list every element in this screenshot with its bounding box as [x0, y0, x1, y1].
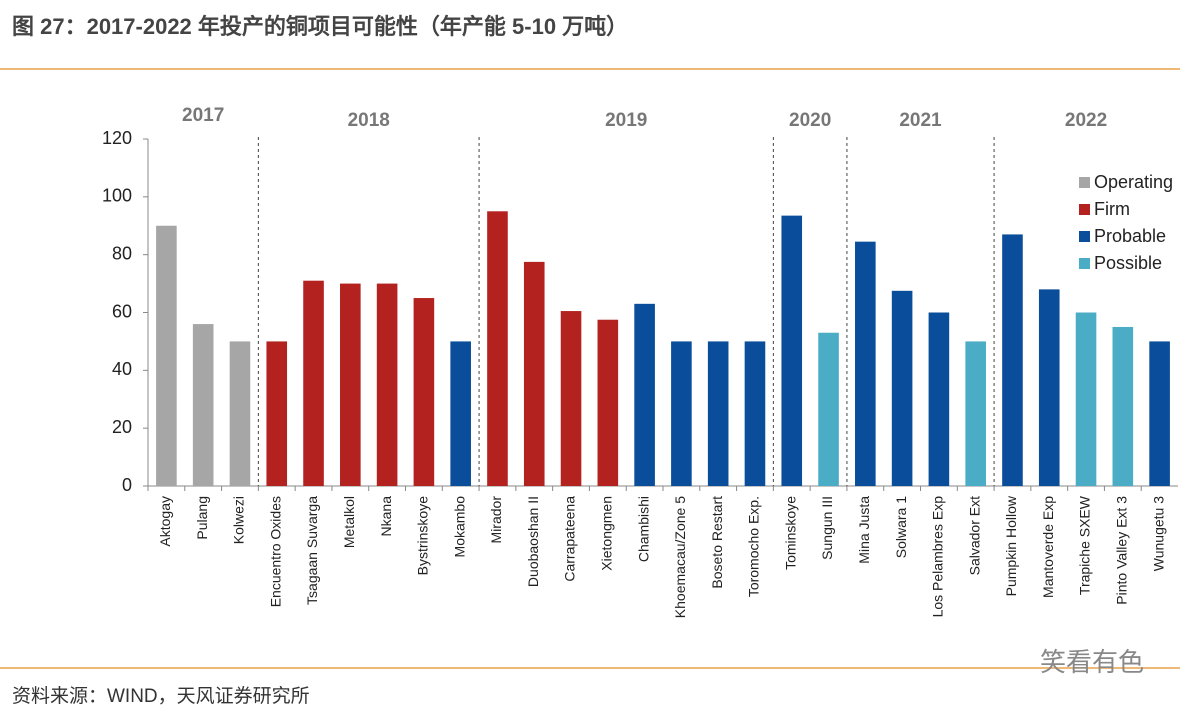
bar: [818, 332, 839, 486]
x-tick-label: Tominskoye: [782, 496, 798, 570]
y-tick-label: 80: [112, 243, 132, 263]
y-tick-label: 60: [112, 301, 132, 321]
group-label: 2020: [789, 110, 831, 131]
group-label: 2019: [605, 110, 647, 131]
group-label: 2022: [1065, 110, 1107, 131]
x-tick-label: Mantoverde Exp: [1040, 496, 1056, 598]
group-label: 2017: [182, 105, 224, 126]
bar: [523, 261, 545, 486]
legend-label: Operating: [1094, 172, 1173, 192]
legend-swatch: [1079, 231, 1090, 242]
x-tick-label: Toromocho Exp.: [746, 496, 762, 597]
legend-label: Firm: [1094, 199, 1130, 219]
x-tick-label: Kolwezi: [231, 496, 247, 544]
x-tick-label: Pulang: [194, 496, 210, 540]
legend-label: Probable: [1094, 226, 1166, 246]
bar: [1149, 341, 1170, 486]
x-tick-label: Khoemacau/Zone 5: [672, 496, 688, 618]
x-tick-label: Nkana: [378, 496, 394, 537]
bar: [855, 241, 876, 486]
y-tick-label: 20: [112, 417, 132, 437]
bar: [376, 283, 398, 486]
x-tick-label: Pumpkin Hollow: [1003, 495, 1019, 596]
bar: [965, 341, 986, 486]
watermark: 笑看有色: [1040, 647, 1144, 677]
group-label: 2021: [899, 110, 942, 131]
x-tick-label: Encuentro Oxides: [267, 496, 283, 607]
x-tick-label: Xietongmen: [599, 496, 615, 571]
bar: [156, 225, 177, 486]
bar: [450, 341, 471, 486]
x-tick-label: Trapiche SXEW: [1077, 495, 1093, 595]
legend-label: Possible: [1094, 253, 1162, 273]
bar: [1112, 326, 1134, 486]
x-tick-label: Sungun III: [819, 496, 835, 560]
bar: [229, 341, 251, 486]
y-tick-label: 100: [102, 186, 132, 206]
y-tick-label: 0: [122, 475, 132, 495]
x-tick-label: Tsagaan Suvarga: [304, 496, 320, 605]
bar: [671, 341, 692, 486]
bar: [303, 280, 324, 486]
x-tick-label: Aktogay: [157, 496, 173, 547]
x-tick-label: Mirador: [488, 496, 504, 544]
legend-swatch: [1079, 258, 1090, 269]
x-tick-label: Boseto Restart: [709, 496, 725, 589]
source: 资料来源：WIND，天风证券研究所: [12, 685, 310, 707]
x-tick-label: Mina Justa: [856, 496, 872, 564]
x-tick-label: Pinto Valley Ext 3: [1114, 496, 1130, 605]
x-tick-label: Los Pelambres Exp: [930, 496, 946, 618]
bar: [560, 311, 582, 486]
legend-swatch: [1079, 204, 1090, 215]
x-tick-label: Chambishi: [635, 496, 651, 562]
x-tick-label: Solwara 1: [893, 496, 909, 558]
x-tick-label: Duobaoshan II: [525, 496, 541, 587]
page-title: 图 27：2017-2022 年投产的铜项目可能性（年产能 5-10 万吨）: [12, 14, 628, 39]
bar: [340, 283, 361, 486]
group-label: 2018: [348, 110, 390, 131]
bar: [744, 341, 766, 486]
x-tick-label: Bystrinskoye: [415, 496, 431, 576]
bar: [707, 341, 729, 486]
bar: [1002, 234, 1023, 486]
bar: [487, 211, 508, 486]
bar: [891, 290, 913, 486]
y-tick-label: 40: [112, 359, 132, 379]
bar: [597, 319, 619, 486]
bar: [781, 215, 803, 487]
legend-swatch: [1079, 177, 1090, 188]
bar: [928, 312, 950, 486]
x-tick-label: Salvador Ext: [966, 496, 982, 575]
bar: [634, 303, 655, 486]
x-tick-label: Carrapateena: [562, 496, 578, 582]
bar: [192, 324, 214, 486]
bar: [1038, 289, 1060, 486]
bar: [266, 341, 288, 486]
x-tick-label: Wunugetu 3: [1150, 496, 1166, 571]
x-tick-label: Metalkol: [341, 496, 357, 548]
x-tick-label: Mokambo: [451, 496, 467, 558]
y-tick-label: 120: [102, 128, 132, 148]
bar: [413, 298, 435, 486]
bar: [1075, 312, 1097, 486]
